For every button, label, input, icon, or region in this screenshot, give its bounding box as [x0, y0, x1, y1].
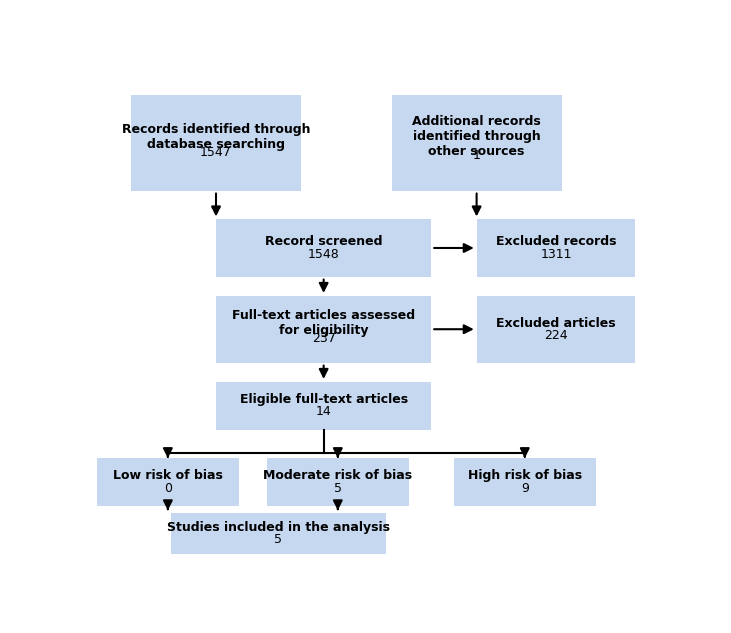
FancyBboxPatch shape: [267, 458, 409, 506]
Text: Excluded articles: Excluded articles: [496, 316, 616, 330]
Text: 14: 14: [316, 405, 332, 418]
Text: Studies included in the analysis: Studies included in the analysis: [167, 521, 390, 534]
FancyBboxPatch shape: [131, 95, 301, 191]
Text: 5: 5: [334, 482, 342, 495]
FancyBboxPatch shape: [216, 382, 431, 430]
Text: Record screened: Record screened: [265, 235, 382, 248]
FancyBboxPatch shape: [171, 513, 386, 554]
Text: Excluded records: Excluded records: [496, 235, 616, 248]
Text: High risk of bias: High risk of bias: [468, 470, 582, 482]
Text: 9: 9: [520, 482, 529, 495]
FancyBboxPatch shape: [97, 458, 238, 506]
Text: 0: 0: [164, 482, 172, 495]
Text: Records identified through
database searching: Records identified through database sear…: [122, 123, 310, 151]
Text: 1548: 1548: [308, 248, 339, 261]
FancyBboxPatch shape: [477, 219, 635, 277]
Text: Eligible full-text articles: Eligible full-text articles: [240, 393, 408, 406]
Text: 5: 5: [274, 533, 282, 546]
FancyBboxPatch shape: [477, 296, 635, 363]
Text: 1311: 1311: [540, 248, 572, 261]
Text: Moderate risk of bias: Moderate risk of bias: [263, 470, 412, 482]
FancyBboxPatch shape: [392, 95, 561, 191]
Text: Full-text articles assessed
for eligibility: Full-text articles assessed for eligibil…: [232, 309, 415, 337]
Text: Low risk of bias: Low risk of bias: [113, 470, 223, 482]
FancyBboxPatch shape: [454, 458, 596, 506]
FancyBboxPatch shape: [216, 296, 431, 363]
Text: Additional records
identified through
other sources: Additional records identified through ot…: [412, 115, 541, 158]
Text: 1: 1: [473, 149, 480, 162]
Text: 224: 224: [544, 329, 568, 342]
FancyBboxPatch shape: [216, 219, 431, 277]
Text: 1547: 1547: [200, 146, 232, 159]
Text: 237: 237: [312, 332, 336, 345]
